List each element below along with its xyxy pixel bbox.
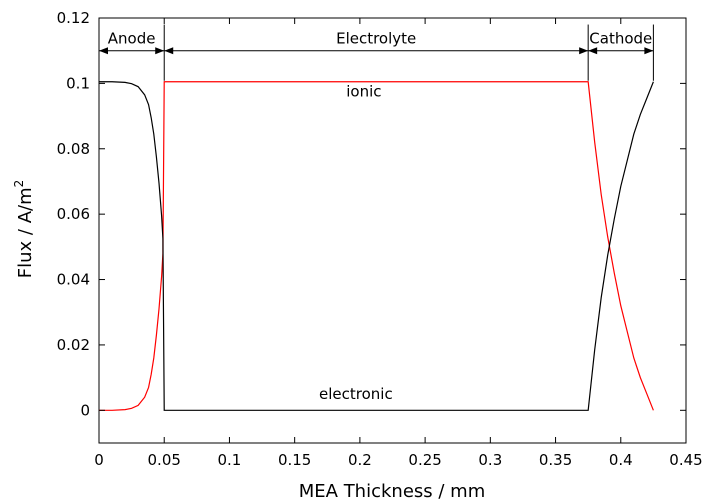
x-tick-label: 0.25 [408, 451, 441, 469]
y-axis-title: Flux / A/m2 [12, 180, 36, 278]
region-label-cathode: Cathode [589, 30, 652, 48]
x-tick-label: 0.4 [609, 451, 633, 469]
y-tick-label: 0 [80, 401, 90, 419]
y-axis-title-main: Flux / A/m [15, 187, 36, 278]
region-label-anode: Anode [108, 30, 156, 48]
x-tick-label: 0.05 [148, 451, 181, 469]
x-tick-label: 0.1 [218, 451, 242, 469]
y-tick-label: 0.08 [57, 140, 90, 158]
plot-frame [98, 17, 687, 444]
series-line-ionic [99, 81, 654, 411]
region-arrowhead-left [588, 47, 598, 55]
x-axis-title: MEA Thickness / mm [299, 481, 485, 502]
series-layer [99, 81, 654, 411]
series-line-electronic [99, 81, 654, 411]
y-tick-label: 0.04 [57, 271, 90, 289]
ionic-series-label: ionic [346, 83, 381, 101]
electronic-series-label: electronic [319, 385, 393, 403]
plot-area [98, 17, 687, 444]
region-arrowhead-right [579, 47, 589, 55]
region-arrowhead-left [99, 47, 108, 55]
x-tick-label: 0.15 [278, 451, 311, 469]
x-tick-label: 0.35 [539, 451, 572, 469]
y-tick-label: 0.1 [66, 74, 90, 92]
x-tick-label: 0.3 [478, 451, 502, 469]
y-tick-label: 0.06 [57, 205, 90, 223]
x-tick-label: 0.2 [348, 451, 372, 469]
y-tick-label: 0.02 [57, 336, 90, 354]
annotation-layer: ionic electronic Anode Electrolyte Cathode [98, 24, 654, 403]
region-arrowhead-left [164, 47, 174, 55]
x-tick-label: 0 [94, 451, 104, 469]
axis-layer: 0 0.05 0.1 0.15 0.2 0.25 0.3 0.35 0.4 0.45 0 0.02 0.… [57, 9, 703, 469]
x-tick-label: 0.45 [669, 451, 702, 469]
y-axis-title-superscript: 2 [12, 180, 26, 188]
region-label-electrolyte: Electrolyte [336, 30, 416, 48]
y-tick-label: 0.12 [57, 9, 90, 27]
region-arrowhead-right [644, 47, 654, 55]
region-arrowhead-right [155, 47, 165, 55]
